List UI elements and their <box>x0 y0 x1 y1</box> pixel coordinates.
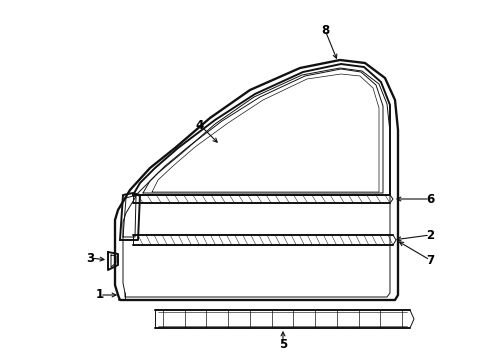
Text: 3: 3 <box>86 252 94 265</box>
Text: 4: 4 <box>196 118 204 131</box>
Text: 8: 8 <box>321 23 329 36</box>
Text: 6: 6 <box>426 193 434 206</box>
Text: 7: 7 <box>426 253 434 266</box>
Text: 5: 5 <box>279 338 287 351</box>
Text: 1: 1 <box>96 288 104 302</box>
Text: 2: 2 <box>426 229 434 242</box>
